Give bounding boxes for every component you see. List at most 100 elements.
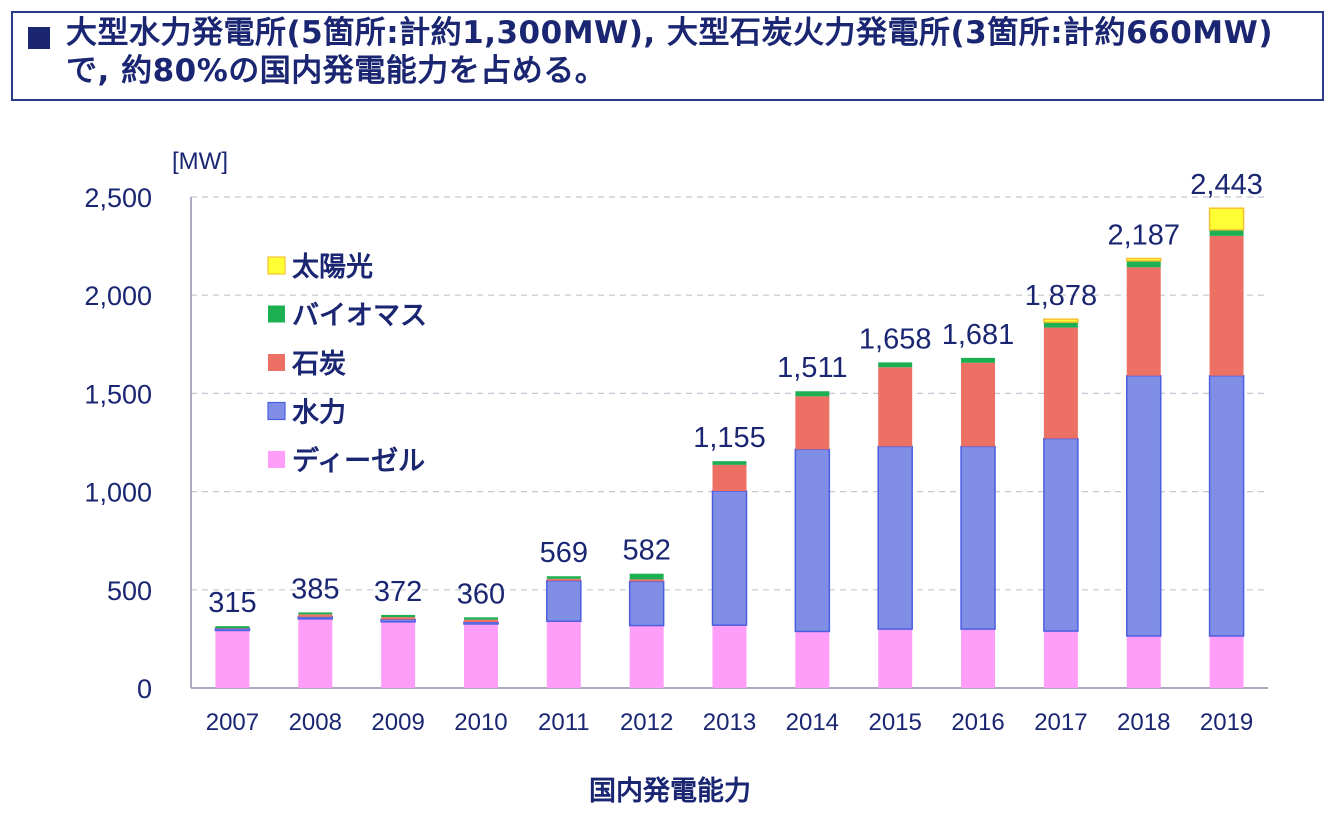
bar-segment-太陽光 [1043, 318, 1079, 323]
total-data-label: 1,681 [942, 319, 1015, 351]
bar-stack-2011 [546, 576, 582, 688]
bars [214, 207, 1245, 688]
bar-segment-ディーゼル [1126, 635, 1161, 688]
bar-stack-2019 [1208, 207, 1245, 688]
x-tick-label: 2016 [951, 709, 1004, 736]
legend-swatch-icon [268, 451, 285, 468]
bar-segment-太陽光 [1125, 257, 1162, 262]
bar-segment-バイオマス [298, 612, 333, 615]
bar-segment-石炭 [1126, 267, 1161, 376]
total-data-label: 1,658 [859, 323, 932, 355]
bar-stack-2008 [297, 612, 334, 688]
total-data-label: 1,511 [777, 352, 847, 384]
bar-segment-バイオマス [381, 614, 416, 618]
bar-segment-ディーゼル [878, 629, 913, 688]
bar-segment-バイオマス [463, 617, 498, 620]
x-tick-label: 2018 [1117, 709, 1170, 736]
total-data-label: 2,443 [1190, 169, 1263, 201]
bar-segment-バイオマス [546, 576, 581, 579]
bar-segment-水力 [380, 618, 416, 623]
total-data-label: 2,187 [1107, 219, 1180, 251]
bar-segment-水力 [628, 580, 665, 627]
legend-item: バイオマス [268, 301, 427, 332]
legend-label: 石炭 [291, 349, 346, 380]
legend-swatch-icon [267, 256, 286, 275]
bar-segment-ディーゼル [1043, 631, 1078, 688]
x-tick-label: 2012 [620, 709, 673, 736]
x-tick-label: 2015 [868, 709, 921, 736]
legend-label: 水力 [292, 398, 346, 429]
x-tick-label: 2009 [371, 709, 424, 736]
bar-segment-ディーゼル [298, 618, 333, 688]
bar-segment-ディーゼル [1209, 635, 1244, 688]
bar-segment-バイオマス [1043, 322, 1078, 328]
bar-stack-2015 [877, 362, 913, 688]
legend-item: 石炭 [268, 349, 346, 380]
total-data-label: 360 [457, 578, 505, 610]
legend-swatch-icon [267, 401, 286, 421]
bar-segment-水力 [794, 448, 831, 633]
gridlines [191, 196, 1268, 591]
bar-segment-石炭 [961, 362, 996, 447]
total-data-label: 372 [374, 576, 422, 608]
total-labels: 315 385 372 360 569 582 1,155 1,511 1,658 1,681 1,… [208, 169, 1263, 619]
x-tick-label: 2010 [454, 709, 507, 736]
x-axis-title: 国内発電能力 [589, 775, 751, 807]
x-tick-label: 2011 [538, 709, 590, 736]
bar-segment-バイオマス [215, 626, 250, 629]
x-tick-label: 2008 [289, 709, 342, 736]
x-tick-label: 2017 [1034, 709, 1087, 736]
bar-segment-水力 [711, 490, 748, 626]
bar-stack-2018 [1125, 257, 1162, 688]
bar-segment-バイオマス [961, 357, 996, 363]
bar-stack-2012 [628, 573, 665, 688]
bar-segment-ディーゼル [463, 623, 498, 688]
bar-segment-水力 [1043, 437, 1079, 632]
bar-segment-石炭 [712, 464, 747, 492]
y-tick-label: 2,500 [84, 183, 152, 213]
legend-item: 太陽光 [267, 252, 373, 283]
y-tick-label: 0 [137, 674, 152, 704]
bar-segment-ディーゼル [381, 621, 416, 688]
bar-segment-水力 [214, 627, 251, 632]
bar-segment-水力 [877, 445, 913, 630]
x-tick-label: 2007 [206, 709, 259, 736]
y-axis-unit-label: [MW] [172, 148, 228, 175]
bar-segment-水力 [960, 445, 996, 630]
bar-stack-2010 [463, 617, 499, 688]
bar-segment-ディーゼル [961, 629, 996, 688]
y-tick-label: 2,000 [84, 281, 152, 311]
bar-segment-太陽光 [1208, 207, 1245, 231]
x-tick-label: 2013 [703, 709, 756, 736]
bar-segment-ディーゼル [629, 625, 664, 688]
legend-swatch-icon [268, 354, 285, 371]
legend-item: ディーゼル [268, 445, 425, 477]
bar-segment-石炭 [381, 617, 416, 620]
bar-segment-バイオマス [1126, 260, 1161, 268]
legend-label: バイオマス [292, 301, 427, 332]
legend-swatch-icon [268, 305, 285, 323]
bar-segment-ディーゼル [712, 625, 747, 688]
x-tick-label: 2014 [786, 709, 839, 736]
axes: 0 500 1,000 1,500 2,000 2,500 2007 2008 2009 2010… [84, 183, 1268, 736]
total-data-label: 1,155 [693, 422, 766, 454]
bar-segment-水力 [1208, 374, 1245, 637]
legend-label: 太陽光 [292, 252, 373, 283]
bar-stack-2013 [711, 461, 748, 688]
total-data-label: 569 [540, 537, 588, 569]
bar-segment-ディーゼル [215, 630, 250, 688]
bar-segment-水力 [297, 616, 334, 620]
y-tick-label: 1,000 [84, 478, 152, 508]
bar-segment-石炭 [298, 614, 333, 617]
bar-segment-バイオマス [878, 362, 913, 368]
bar-stack-2017 [1043, 318, 1079, 688]
bar-segment-石炭 [878, 367, 913, 447]
total-data-label: 1,878 [1025, 280, 1098, 312]
bar-segment-バイオマス [1209, 229, 1244, 236]
bar-segment-バイオマス [712, 461, 747, 465]
bar-segment-石炭 [795, 396, 830, 450]
bar-segment-バイオマス [795, 391, 830, 397]
bar-segment-石炭 [1043, 327, 1078, 439]
bar-segment-水力 [1125, 374, 1162, 637]
